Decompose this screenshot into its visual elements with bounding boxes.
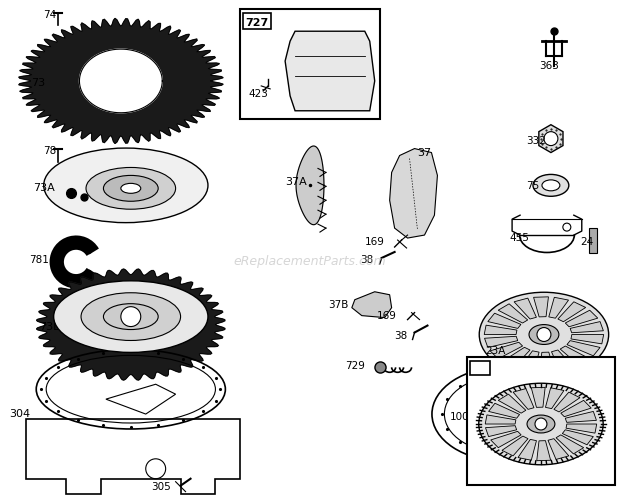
Text: 363: 363 <box>539 61 559 71</box>
Text: 73A: 73A <box>33 184 55 193</box>
Polygon shape <box>539 352 554 372</box>
Polygon shape <box>485 426 516 436</box>
Polygon shape <box>548 438 569 459</box>
Ellipse shape <box>86 168 175 209</box>
Text: 37B: 37B <box>328 300 348 310</box>
Polygon shape <box>518 439 536 460</box>
Text: 37A: 37A <box>285 178 307 187</box>
Ellipse shape <box>479 292 609 377</box>
Text: eReplacementParts.com: eReplacementParts.com <box>234 255 386 268</box>
Polygon shape <box>296 146 324 225</box>
Ellipse shape <box>479 383 603 465</box>
Ellipse shape <box>54 281 208 353</box>
Ellipse shape <box>104 304 158 329</box>
Polygon shape <box>556 435 583 454</box>
Polygon shape <box>488 313 521 328</box>
Polygon shape <box>560 346 590 365</box>
Circle shape <box>544 131 558 146</box>
Text: 305: 305 <box>151 482 170 492</box>
Polygon shape <box>514 298 536 319</box>
Text: 423: 423 <box>248 89 268 99</box>
Polygon shape <box>285 31 374 111</box>
Text: 23: 23 <box>472 365 488 374</box>
Polygon shape <box>490 432 521 448</box>
Text: 169: 169 <box>377 310 397 320</box>
Text: 332: 332 <box>526 135 546 146</box>
Polygon shape <box>502 436 528 456</box>
Polygon shape <box>567 341 600 356</box>
Text: 73B: 73B <box>39 321 61 331</box>
Text: 73: 73 <box>31 78 45 88</box>
Text: 727: 727 <box>246 18 268 28</box>
Polygon shape <box>498 304 528 323</box>
Ellipse shape <box>527 415 555 433</box>
Polygon shape <box>570 321 603 333</box>
Text: 1000: 1000 <box>450 412 476 422</box>
Ellipse shape <box>81 293 180 340</box>
Polygon shape <box>558 302 586 322</box>
Polygon shape <box>554 392 580 412</box>
Circle shape <box>121 307 141 326</box>
Polygon shape <box>531 387 545 407</box>
Text: 23A: 23A <box>485 346 505 357</box>
Bar <box>589 228 596 253</box>
Text: 455: 455 <box>509 233 529 243</box>
Polygon shape <box>520 351 539 372</box>
Polygon shape <box>37 269 225 380</box>
FancyBboxPatch shape <box>241 9 379 119</box>
Polygon shape <box>566 424 596 433</box>
Text: 75: 75 <box>526 182 539 191</box>
Polygon shape <box>485 415 516 424</box>
Polygon shape <box>19 18 223 143</box>
Circle shape <box>535 418 547 430</box>
Polygon shape <box>537 440 551 461</box>
Ellipse shape <box>43 148 208 223</box>
Polygon shape <box>546 388 564 409</box>
Polygon shape <box>489 403 520 418</box>
Text: 78: 78 <box>43 145 56 156</box>
Circle shape <box>537 327 551 341</box>
Text: 781: 781 <box>29 255 49 265</box>
Polygon shape <box>498 394 526 413</box>
Polygon shape <box>513 388 534 409</box>
Text: 24: 24 <box>580 237 593 247</box>
Text: 304: 304 <box>9 409 30 419</box>
Polygon shape <box>549 297 569 318</box>
Text: 726: 726 <box>485 464 505 474</box>
Text: 729: 729 <box>345 361 365 372</box>
Polygon shape <box>571 334 604 344</box>
Polygon shape <box>502 347 530 367</box>
Polygon shape <box>565 411 596 422</box>
Ellipse shape <box>529 324 559 344</box>
Text: 74: 74 <box>43 10 56 20</box>
Ellipse shape <box>533 175 569 196</box>
Ellipse shape <box>104 176 158 201</box>
Polygon shape <box>79 49 162 113</box>
Text: 169: 169 <box>365 237 384 247</box>
Polygon shape <box>539 124 563 153</box>
Polygon shape <box>565 310 598 327</box>
Polygon shape <box>389 149 438 238</box>
Polygon shape <box>534 297 549 317</box>
Polygon shape <box>562 430 593 445</box>
Ellipse shape <box>542 180 560 191</box>
FancyBboxPatch shape <box>467 358 614 485</box>
Polygon shape <box>484 325 517 334</box>
Polygon shape <box>484 336 518 347</box>
Polygon shape <box>352 292 392 317</box>
Text: 38: 38 <box>360 255 373 265</box>
Ellipse shape <box>121 184 141 193</box>
Text: 38: 38 <box>394 330 408 341</box>
Polygon shape <box>551 350 574 371</box>
Text: 37: 37 <box>417 147 432 158</box>
Polygon shape <box>560 400 591 417</box>
Polygon shape <box>490 342 523 359</box>
